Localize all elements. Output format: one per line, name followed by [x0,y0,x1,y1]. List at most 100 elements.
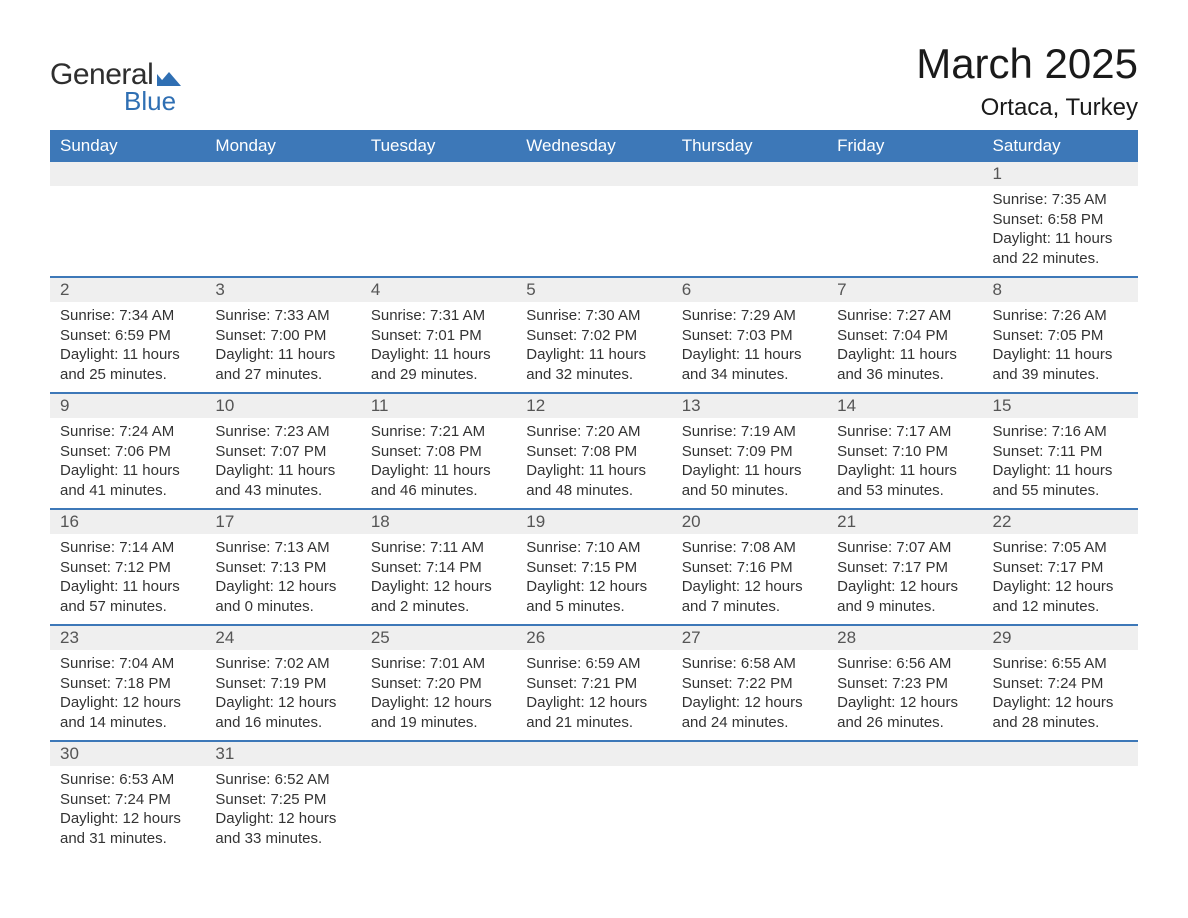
sunset-text: Sunset: 7:04 PM [837,326,972,346]
daylight-text-1: Daylight: 11 hours [60,461,195,481]
day-details-cell [827,186,982,277]
daylight-text-1: Daylight: 12 hours [371,577,506,597]
daylight-text-1: Daylight: 11 hours [215,461,350,481]
day-number-cell: 15 [983,393,1138,418]
day-number-cell: 6 [672,277,827,302]
daylight-text-2: and 33 minutes. [215,829,350,849]
sunrise-text: Sunrise: 7:10 AM [526,538,661,558]
daylight-text-1: Daylight: 12 hours [60,693,195,713]
day-details-cell [516,766,671,856]
daylight-text-1: Daylight: 11 hours [526,345,661,365]
daylight-text-1: Daylight: 12 hours [837,693,972,713]
sunset-text: Sunset: 7:08 PM [526,442,661,462]
day-number-row: 16171819202122 [50,509,1138,534]
day-number-cell: 28 [827,625,982,650]
sunset-text: Sunset: 7:10 PM [837,442,972,462]
day-header: Sunday [50,130,205,162]
day-details-cell: Sunrise: 7:05 AMSunset: 7:17 PMDaylight:… [983,534,1138,625]
sunrise-text: Sunrise: 7:30 AM [526,306,661,326]
day-number-cell: 13 [672,393,827,418]
sunrise-text: Sunrise: 7:13 AM [215,538,350,558]
calendar-table: Sunday Monday Tuesday Wednesday Thursday… [50,130,1138,856]
day-number-cell [983,741,1138,766]
location-label: Ortaca, Turkey [916,94,1138,122]
day-details-cell [361,186,516,277]
day-details-cell: Sunrise: 7:20 AMSunset: 7:08 PMDaylight:… [516,418,671,509]
day-number-cell: 27 [672,625,827,650]
sunset-text: Sunset: 7:03 PM [682,326,817,346]
daylight-text-1: Daylight: 11 hours [837,461,972,481]
day-details-cell: Sunrise: 7:01 AMSunset: 7:20 PMDaylight:… [361,650,516,741]
daylight-text-1: Daylight: 11 hours [60,577,195,597]
daylight-text-2: and 16 minutes. [215,713,350,733]
sunset-text: Sunset: 7:19 PM [215,674,350,694]
day-number-row: 9101112131415 [50,393,1138,418]
day-number-cell: 30 [50,741,205,766]
daylight-text-2: and 41 minutes. [60,481,195,501]
day-number-cell [361,741,516,766]
daylight-text-2: and 0 minutes. [215,597,350,617]
sunset-text: Sunset: 7:22 PM [682,674,817,694]
day-number-cell: 17 [205,509,360,534]
daylight-text-1: Daylight: 11 hours [371,345,506,365]
day-number-cell [361,162,516,186]
daylight-text-2: and 29 minutes. [371,365,506,385]
daylight-text-1: Daylight: 11 hours [526,461,661,481]
day-details-cell: Sunrise: 6:53 AMSunset: 7:24 PMDaylight:… [50,766,205,856]
sunset-text: Sunset: 7:14 PM [371,558,506,578]
day-header: Thursday [672,130,827,162]
sunrise-text: Sunrise: 7:17 AM [837,422,972,442]
day-number-cell: 20 [672,509,827,534]
day-details-cell: Sunrise: 6:56 AMSunset: 7:23 PMDaylight:… [827,650,982,741]
day-details-row: Sunrise: 7:04 AMSunset: 7:18 PMDaylight:… [50,650,1138,741]
day-number-cell: 23 [50,625,205,650]
sunrise-text: Sunrise: 7:05 AM [993,538,1128,558]
daylight-text-1: Daylight: 12 hours [371,693,506,713]
day-number-cell: 14 [827,393,982,418]
day-details-cell: Sunrise: 7:16 AMSunset: 7:11 PMDaylight:… [983,418,1138,509]
daylight-text-1: Daylight: 12 hours [682,693,817,713]
daylight-text-1: Daylight: 11 hours [993,229,1128,249]
sunrise-text: Sunrise: 6:58 AM [682,654,817,674]
sunrise-text: Sunrise: 7:14 AM [60,538,195,558]
day-details-cell: Sunrise: 7:21 AMSunset: 7:08 PMDaylight:… [361,418,516,509]
title-block: March 2025 Ortaca, Turkey [916,40,1138,122]
day-number-cell: 2 [50,277,205,302]
day-details-cell [516,186,671,277]
daylight-text-2: and 46 minutes. [371,481,506,501]
day-number-cell: 22 [983,509,1138,534]
sunset-text: Sunset: 7:02 PM [526,326,661,346]
day-number-cell: 31 [205,741,360,766]
sunset-text: Sunset: 7:01 PM [371,326,506,346]
sunset-text: Sunset: 7:06 PM [60,442,195,462]
daylight-text-2: and 32 minutes. [526,365,661,385]
day-number-cell: 8 [983,277,1138,302]
logo: General Blue [50,40,181,117]
sunrise-text: Sunrise: 7:19 AM [682,422,817,442]
sunrise-text: Sunrise: 7:27 AM [837,306,972,326]
daylight-text-1: Daylight: 11 hours [60,345,195,365]
day-number-cell: 5 [516,277,671,302]
day-header: Monday [205,130,360,162]
sunset-text: Sunset: 7:08 PM [371,442,506,462]
day-details-cell: Sunrise: 6:58 AMSunset: 7:22 PMDaylight:… [672,650,827,741]
day-details-row: Sunrise: 7:24 AMSunset: 7:06 PMDaylight:… [50,418,1138,509]
day-details-cell: Sunrise: 7:02 AMSunset: 7:19 PMDaylight:… [205,650,360,741]
sunset-text: Sunset: 7:00 PM [215,326,350,346]
day-number-row: 2345678 [50,277,1138,302]
sunset-text: Sunset: 7:23 PM [837,674,972,694]
sunrise-text: Sunrise: 7:29 AM [682,306,817,326]
sunset-text: Sunset: 7:09 PM [682,442,817,462]
day-details-row: Sunrise: 7:35 AMSunset: 6:58 PMDaylight:… [50,186,1138,277]
day-details-cell: Sunrise: 7:26 AMSunset: 7:05 PMDaylight:… [983,302,1138,393]
day-details-cell: Sunrise: 7:33 AMSunset: 7:00 PMDaylight:… [205,302,360,393]
sunrise-text: Sunrise: 7:26 AM [993,306,1128,326]
day-number-cell [672,741,827,766]
day-number-cell [672,162,827,186]
day-details-cell: Sunrise: 7:14 AMSunset: 7:12 PMDaylight:… [50,534,205,625]
sunrise-text: Sunrise: 7:07 AM [837,538,972,558]
day-number-row: 1 [50,162,1138,186]
day-number-cell: 18 [361,509,516,534]
daylight-text-2: and 28 minutes. [993,713,1128,733]
daylight-text-2: and 27 minutes. [215,365,350,385]
